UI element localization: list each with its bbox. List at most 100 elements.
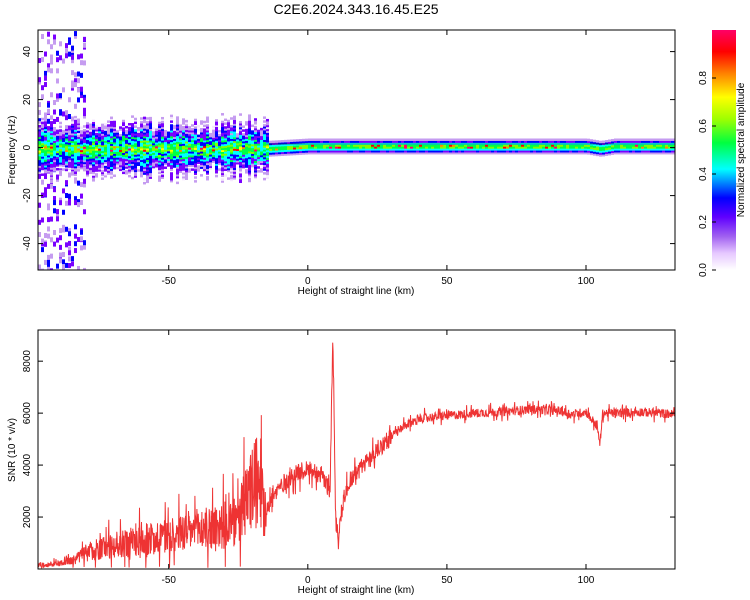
heatmap-cell xyxy=(263,156,266,160)
heatmap-cell xyxy=(95,175,98,178)
heatmap-cell xyxy=(509,138,512,141)
heatmap-cell xyxy=(356,151,359,155)
heatmap-cell xyxy=(416,138,419,141)
heatmap-cell xyxy=(323,150,326,153)
heatmap-cell xyxy=(260,148,263,152)
heatmap-cell xyxy=(347,144,350,147)
heatmap-cell xyxy=(185,162,188,165)
heatmap-cell xyxy=(272,150,275,153)
heatmap-cell xyxy=(131,138,134,141)
heatmap-cell xyxy=(89,129,92,132)
heatmap-cell xyxy=(659,146,662,149)
heatmap-cell xyxy=(110,176,113,179)
heatmap-cell xyxy=(50,181,53,187)
heatmap-cell xyxy=(161,166,164,170)
heatmap-cell xyxy=(101,123,104,127)
heatmap-cell xyxy=(239,157,242,160)
heatmap-cell xyxy=(593,147,596,150)
heatmap-cell xyxy=(530,140,533,143)
heatmap-cell xyxy=(227,150,230,153)
heatmap-cell xyxy=(290,139,293,143)
heatmap-cell xyxy=(128,163,131,166)
heatmap-cell xyxy=(236,140,239,144)
heatmap-cell xyxy=(194,168,197,172)
heatmap-cell xyxy=(356,140,359,143)
heatmap-cell xyxy=(206,166,209,169)
heatmap-cell xyxy=(134,163,137,167)
heatmap-cell xyxy=(539,150,542,153)
heatmap-cell xyxy=(230,130,233,134)
heatmap-cell xyxy=(368,140,371,143)
heatmap-cell xyxy=(137,148,140,151)
heatmap-cell xyxy=(134,125,137,128)
heatmap-cell xyxy=(170,116,173,120)
heatmap-cell xyxy=(131,132,134,136)
heatmap-cell xyxy=(158,179,161,182)
heatmap-cell xyxy=(614,148,617,151)
heatmap-cell xyxy=(71,129,74,132)
heatmap-cell xyxy=(215,140,218,143)
heatmap-cell xyxy=(401,151,404,155)
heatmap-cell xyxy=(233,129,236,132)
heatmap-cell xyxy=(557,142,560,145)
heatmap-cell xyxy=(59,235,62,241)
heatmap-cell xyxy=(302,152,305,155)
heatmap-cell xyxy=(101,142,104,146)
heatmap-cell xyxy=(113,120,116,124)
heatmap-cell xyxy=(170,120,173,123)
heatmap-cell xyxy=(137,150,140,153)
heatmap-cell xyxy=(50,136,53,139)
heatmap-cell xyxy=(65,160,68,164)
heatmap-cell xyxy=(419,138,422,141)
heatmap-cell xyxy=(239,145,242,149)
heatmap-cell xyxy=(41,238,44,244)
heatmap-cell xyxy=(83,125,86,128)
heatmap-cell xyxy=(602,153,605,157)
heatmap-cell xyxy=(74,125,77,128)
heatmap-cell xyxy=(68,125,71,131)
heatmap-cell xyxy=(89,169,92,173)
heatmap-cell xyxy=(59,133,62,136)
heatmap-cell xyxy=(236,154,239,157)
heatmap-cell xyxy=(518,140,521,143)
heatmap-cell xyxy=(407,142,410,145)
heatmap-cell xyxy=(314,148,317,151)
heatmap-cell xyxy=(284,149,287,152)
heatmap-cell xyxy=(650,151,653,155)
heatmap-cell xyxy=(497,148,500,151)
heatmap-cell xyxy=(170,172,173,175)
heatmap-cell xyxy=(107,141,110,145)
heatmap-cell xyxy=(407,150,410,153)
heatmap-cell xyxy=(413,146,416,149)
heatmap-cell xyxy=(566,144,569,147)
heatmap-cell xyxy=(287,149,290,152)
heatmap-cell xyxy=(203,151,206,154)
heatmap-cell xyxy=(170,147,173,150)
heatmap-cell xyxy=(50,165,53,168)
heatmap-cell xyxy=(266,161,269,164)
heatmap-cell xyxy=(77,54,80,60)
heatmap-cell xyxy=(566,146,569,149)
colorbar-ticks: 0.00.20.40.60.8 xyxy=(698,71,716,277)
heatmap-cell xyxy=(74,121,77,125)
heatmap-cell xyxy=(125,129,128,133)
heatmap-cell xyxy=(542,148,545,151)
heatmap-cell xyxy=(71,157,74,161)
heatmap-cell xyxy=(650,150,653,153)
heatmap-cell xyxy=(116,160,119,164)
heatmap-cell xyxy=(239,138,242,141)
heatmap-cell xyxy=(53,118,56,124)
heatmap-cell xyxy=(116,139,119,143)
heatmap-cell xyxy=(74,33,77,39)
heatmap-cell xyxy=(335,146,338,149)
heatmap-cell xyxy=(56,78,59,84)
heatmap-cell xyxy=(137,151,140,155)
heatmap-cell xyxy=(533,142,536,145)
heatmap-cell xyxy=(104,134,107,138)
heatmap-cell xyxy=(374,142,377,145)
heatmap-cell xyxy=(197,124,200,128)
heatmap-cell xyxy=(662,144,665,147)
heatmap-cell xyxy=(650,148,653,151)
heatmap-cell xyxy=(299,138,302,142)
heatmap-cell xyxy=(239,136,242,139)
